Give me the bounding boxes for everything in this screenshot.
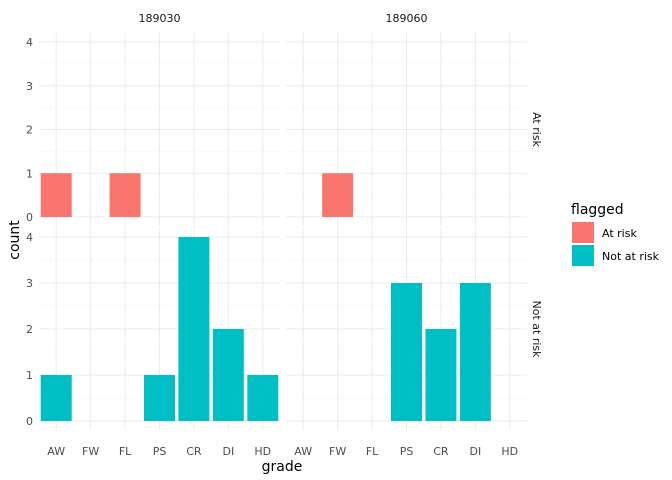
x-tick-label: FW	[82, 445, 99, 458]
bar-189060-at-risk-fw	[322, 173, 354, 217]
legend-label-not-at-risk: Not at risk	[602, 250, 660, 263]
x-tick-label: AW	[47, 445, 65, 458]
x-tick-label: FL	[366, 445, 379, 458]
x-tick-label: DI	[469, 445, 481, 458]
y-tick-label: 2	[26, 323, 33, 336]
legend-swatch-not-at-risk	[572, 245, 594, 266]
y-tick-label: 2	[26, 124, 33, 137]
bar-189060-not-at-risk-cr	[425, 329, 457, 421]
panel-189030-at-risk	[39, 33, 280, 226]
panel-189060-at-risk	[286, 33, 527, 226]
legend-swatch-at-risk	[572, 222, 594, 243]
legend-label-at-risk: At risk	[602, 227, 637, 240]
bar-189030-at-risk-fl	[109, 173, 141, 217]
x-tick-label: PS	[153, 445, 167, 458]
bar-189060-not-at-risk-ps	[391, 283, 422, 421]
x-tick-label: FL	[119, 445, 132, 458]
y-tick-label: 0	[26, 415, 33, 428]
y-axis-title: count	[7, 220, 23, 260]
bar-189030-not-at-risk-ps	[144, 375, 175, 421]
legend: flagged At risk Not at risk	[571, 202, 660, 266]
x-tick-label: PS	[400, 445, 414, 458]
panels-layer	[39, 33, 527, 430]
bar-189030-not-at-risk-di	[212, 329, 244, 421]
axes-layer: 0 1 2 3 4 0 1 2 3 4 AW FW FL PS CR DI HD AW FW FL PS CR DI HD	[26, 36, 518, 458]
x-tick-label: AW	[294, 445, 312, 458]
y-tick-label: 1	[26, 369, 33, 382]
bar-189030-not-at-risk-hd	[247, 375, 279, 421]
bar-189030-not-at-risk-cr	[178, 237, 210, 421]
strips-layer: 189030 189060 At risk Not at risk	[139, 12, 544, 358]
y-tick-label: 0	[26, 211, 33, 224]
bar-189060-not-at-risk-di	[459, 283, 491, 421]
x-tick-label: HD	[501, 445, 518, 458]
legend-title: flagged	[571, 202, 624, 218]
y-tick-label: 3	[26, 277, 33, 290]
x-tick-label: HD	[254, 445, 271, 458]
y-tick-label: 4	[26, 231, 33, 244]
facet-row-label: Not at risk	[530, 301, 543, 359]
y-tick-label: 1	[26, 167, 33, 180]
x-tick-label: CR	[186, 445, 202, 458]
facet-row-label: At risk	[530, 112, 543, 147]
y-tick-label: 3	[26, 80, 33, 93]
facet-column-label: 189030	[139, 12, 181, 25]
y-tick-label: 4	[26, 36, 33, 49]
x-tick-label: CR	[433, 445, 449, 458]
bar-189030-not-at-risk-aw	[40, 375, 72, 421]
bar-189030-at-risk-aw	[40, 173, 72, 217]
x-tick-label: DI	[222, 445, 234, 458]
x-tick-label: FW	[329, 445, 346, 458]
x-axis-title: grade	[262, 459, 303, 475]
facet-column-label: 189060	[386, 12, 428, 25]
